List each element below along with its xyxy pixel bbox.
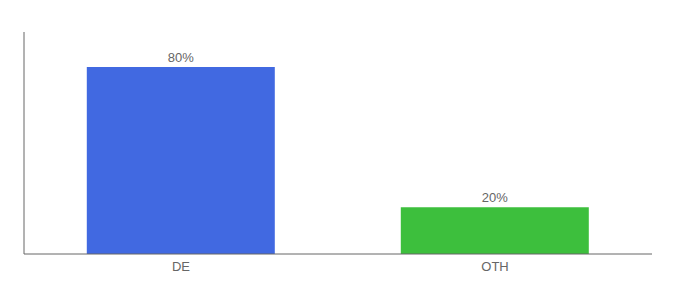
svg-text:OTH: OTH [481, 259, 508, 274]
svg-text:20%: 20% [482, 190, 508, 205]
svg-text:80%: 80% [168, 50, 194, 65]
svg-text:DE: DE [172, 259, 190, 274]
